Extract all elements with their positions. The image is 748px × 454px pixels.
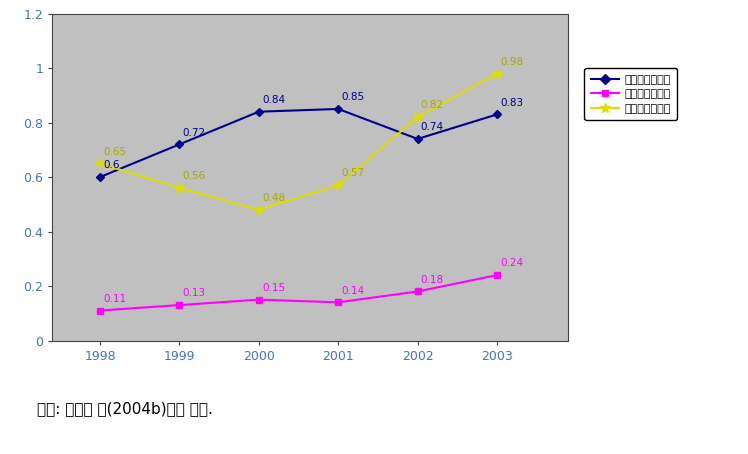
- Text: 0.48: 0.48: [262, 193, 285, 203]
- 기초기술연구회: [413, 136, 422, 142]
- Text: 0.72: 0.72: [183, 128, 206, 138]
- Text: 0.65: 0.65: [103, 147, 126, 157]
- 산업기술연구회: [175, 185, 184, 191]
- 공공기술연구회: [254, 297, 263, 302]
- Text: 0.83: 0.83: [500, 98, 524, 108]
- Text: 0.11: 0.11: [103, 294, 126, 304]
- Text: 0.13: 0.13: [183, 288, 206, 298]
- 산업기술연구회: [413, 114, 422, 120]
- 산업기술연구회: [492, 71, 501, 76]
- Text: 0.98: 0.98: [500, 57, 524, 67]
- 공공기술연구회: [334, 300, 343, 305]
- Line: 기초기술연구회: 기초기술연구회: [97, 106, 500, 180]
- Text: 0.6: 0.6: [103, 160, 120, 170]
- Text: 0.15: 0.15: [262, 283, 285, 293]
- 기초기술연구회: [254, 109, 263, 114]
- Text: 0.56: 0.56: [183, 171, 206, 181]
- Text: 0.85: 0.85: [341, 92, 364, 102]
- 산업기술연구회: [254, 207, 263, 212]
- 기초기술연구회: [175, 142, 184, 147]
- 공공기술연구회: [175, 302, 184, 308]
- 산업기술연구회: [96, 161, 105, 166]
- Text: 0.84: 0.84: [262, 95, 285, 105]
- Text: 0.82: 0.82: [421, 100, 444, 110]
- Text: 0.14: 0.14: [341, 286, 364, 296]
- Text: 0.74: 0.74: [421, 122, 444, 132]
- Line: 공공기술연구회: 공공기술연구회: [97, 272, 500, 313]
- Text: 자료: 임기철 외(2004b)에서 작성.: 자료: 임기철 외(2004b)에서 작성.: [37, 401, 213, 416]
- 기초기술연구회: [492, 112, 501, 117]
- Line: 산업기술연구회: 산업기술연구회: [95, 69, 502, 215]
- 공공기술연구회: [413, 289, 422, 294]
- Legend: 기초기술연구회, 공공기술연구회, 산업기술연구회: 기초기술연구회, 공공기술연구회, 산업기술연구회: [584, 68, 678, 120]
- 공공기술연구회: [492, 272, 501, 278]
- Text: 0.24: 0.24: [500, 258, 524, 268]
- Text: 0.18: 0.18: [421, 275, 444, 285]
- 산업기술연구회: [334, 183, 343, 188]
- Text: 0.57: 0.57: [341, 168, 364, 178]
- 기초기술연구회: [96, 174, 105, 180]
- 공공기술연구회: [96, 308, 105, 313]
- 기초기술연구회: [334, 106, 343, 112]
